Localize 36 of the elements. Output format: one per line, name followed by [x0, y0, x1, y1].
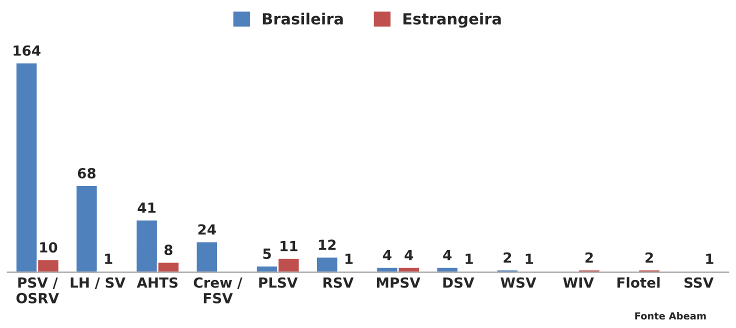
- data-label: 8: [164, 244, 172, 256]
- data-label: 1: [346, 254, 353, 264]
- data-label: 4: [443, 250, 452, 260]
- data-label: 4: [404, 250, 414, 260]
- data-label: 41: [138, 202, 156, 213]
- data-label: 1: [466, 254, 473, 264]
- x-tick-label: DSV: [443, 277, 474, 288]
- data-label: 68: [78, 168, 96, 178]
- x-tick-label: WSV: [500, 277, 536, 288]
- x-tick-label: LH / SV: [70, 277, 126, 289]
- data-label: 2: [646, 252, 653, 263]
- data-label: 1: [526, 254, 533, 264]
- data-label: 10: [40, 242, 58, 253]
- x-tick-label: PLSV: [259, 277, 298, 288]
- data-label: 2: [585, 252, 593, 263]
- x-tick-label: Crew / FSV: [194, 277, 242, 304]
- legend-label: Brasileira: [262, 12, 343, 25]
- source-note: Fonte Abeam: [635, 312, 706, 320]
- x-tick-label: SSV: [684, 277, 714, 288]
- data-label: 164: [14, 45, 40, 56]
- data-label: 24: [198, 224, 216, 235]
- x-tick-label: MPSV: [376, 277, 420, 288]
- x-tick-label: PSV / OSRV: [16, 277, 59, 304]
- legend-label: Estrangeira: [403, 12, 501, 28]
- data-label: 12: [319, 240, 336, 250]
- x-tick-label: RSV: [324, 277, 354, 288]
- data-label: 4: [383, 250, 392, 260]
- data-label: 11: [280, 241, 298, 252]
- data-label: 1: [105, 254, 112, 264]
- data-label: 2: [504, 252, 512, 263]
- x-tick-label: WIV: [563, 278, 594, 288]
- x-tick-label: AHTS: [136, 277, 178, 288]
- x-tick-label: Flotel: [617, 277, 660, 288]
- data-label: 5: [263, 248, 271, 259]
- bar: [195, 240, 218, 272]
- data-label: 1: [706, 254, 714, 264]
